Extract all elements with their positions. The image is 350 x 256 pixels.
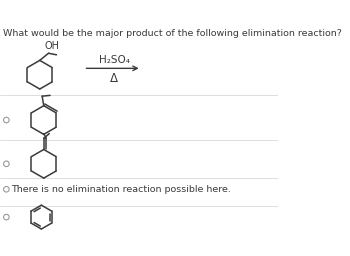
Text: OH: OH <box>44 41 60 51</box>
Text: H₂SO₄: H₂SO₄ <box>99 55 130 65</box>
Text: What would be the major product of the following elimination reaction?: What would be the major product of the f… <box>3 29 342 38</box>
Text: Δ: Δ <box>110 71 118 84</box>
Text: There is no elimination reaction possible here.: There is no elimination reaction possibl… <box>11 185 231 194</box>
